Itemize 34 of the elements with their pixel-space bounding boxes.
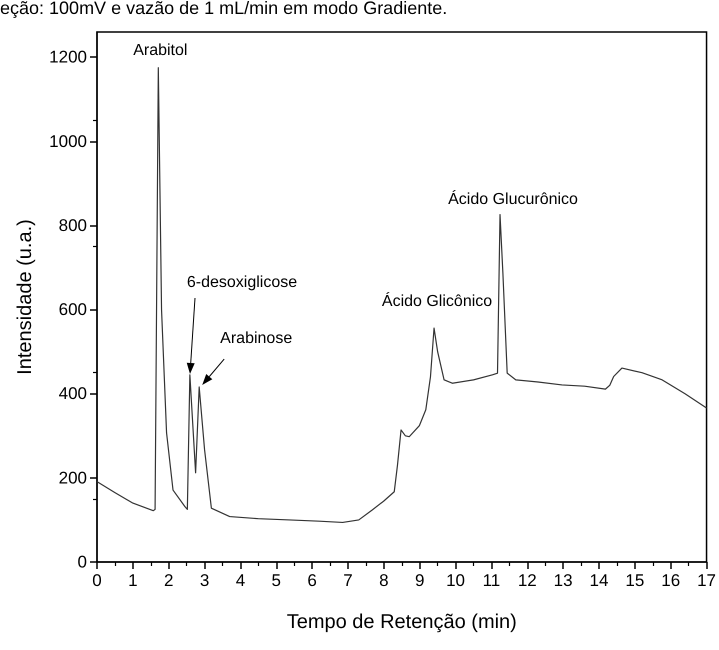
y-tick-label: 1000 [49,132,87,151]
x-axis-title: Tempo de Retenção (min) [286,611,517,633]
y-tick-label: 0 [78,552,87,572]
x-tick-label: 0 [92,571,102,590]
x-tick-label: 5 [272,571,282,590]
y-tick-label: 1200 [49,48,87,67]
annotation: Ácido Glucurônico [448,190,578,209]
x-tick-label: 9 [414,571,424,590]
annotation: Ácido Glicônico [382,293,492,312]
line-series [96,67,708,524]
x-tick-label: 10 [446,571,466,590]
x-tick-label: 11 [482,571,500,590]
x-tick-label: 16 [661,571,680,590]
x-tick-label: 8 [379,571,389,590]
y-axis-title: Intensidade (u.a.) [14,219,36,375]
x-tick-label: 7 [343,571,353,590]
y-tick-label: 200 [58,468,87,488]
x-tick-label: 6 [307,571,317,590]
annotation: 6-desoxiglicose [186,274,298,292]
annotation: Arabitol [133,42,188,60]
x-tick-label: 15 [625,571,644,590]
x-tick-label: 2 [164,571,174,590]
annotation: Arabinose [220,330,292,348]
x-tick-label: 4 [236,571,246,590]
x-tick-label: 14 [590,571,608,590]
y-tick-label: 600 [58,300,87,320]
x-tick-label: 17 [697,571,716,590]
x-tick-label: 1 [128,571,138,590]
x-tick-label: 12 [518,571,537,590]
x-tick-label: 3 [200,571,210,590]
x-tick-label: 13 [554,571,573,590]
chart-title: eção: 100mV e vazão de 1 mL/min em modo Gradiente. [0,0,448,19]
y-tick-label: 800 [58,216,87,235]
y-tick-label: 400 [58,384,87,404]
